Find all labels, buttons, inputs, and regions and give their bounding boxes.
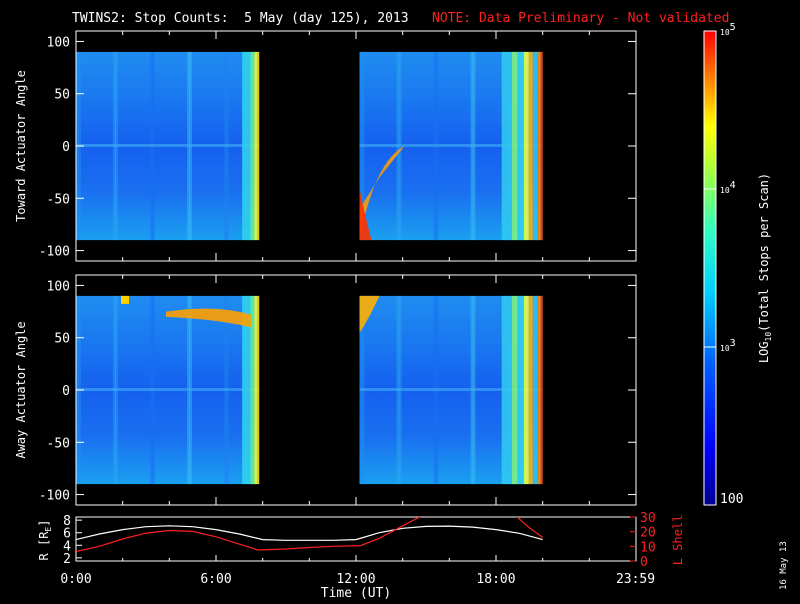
lshell-tick-label: 20 — [640, 526, 656, 541]
y-tick-label: -50 — [47, 192, 70, 207]
heatmap-trail-column — [501, 51, 512, 241]
bottom-y-axis: -100 -50 0 50 100 — [39, 275, 637, 505]
preliminary-note: NOTE: Data Preliminary - Not validated — [432, 11, 729, 26]
heatmap-block — [76, 51, 260, 241]
heatmap-trail-column — [257, 51, 260, 241]
heatmap-zero-band — [359, 144, 543, 147]
heatmap-trail-column — [511, 51, 518, 241]
heatmap-trail-column — [257, 295, 260, 485]
heatmap-trail-column — [540, 295, 543, 485]
y-tick-label: -100 — [39, 489, 70, 504]
heatmap-trail-column — [501, 295, 512, 485]
heatmap-zero-band — [76, 144, 260, 147]
colorbar-tick-label: 100 — [720, 492, 743, 507]
r-tick-label: 6 — [63, 527, 71, 542]
colorbar-tick-label: 103 — [720, 338, 736, 353]
lshell-tick-label: 0 — [640, 555, 648, 570]
lshell-series-line — [76, 517, 544, 553]
colorbar-label: LOG10(Total Stops per Scan) — [757, 173, 773, 363]
date-stamp: 16 May 13 — [779, 541, 789, 590]
y-tick-label: 50 — [54, 88, 70, 103]
heatmap-panel-top: -100 -50 0 50 100 Toward Actuator Angle — [14, 30, 637, 262]
time-tick-label: 6:00 — [200, 572, 231, 587]
time-tick-label: 0:00 — [60, 572, 91, 587]
heatmap-trail-column — [517, 51, 524, 241]
colorbar: 105 104 103 100 LOG10(Total Stops per Scan) — [703, 22, 773, 507]
r-axis-label: R [RE] — [37, 520, 53, 561]
lshell-tick-label: 30 — [640, 511, 656, 526]
heatmap-trail-column — [532, 51, 538, 241]
r-series-line — [76, 525, 543, 541]
r-tick-label: 4 — [63, 539, 71, 554]
heatmap-block — [359, 295, 543, 485]
heatmap-trail-column — [523, 51, 529, 241]
time-axis: 0:00 6:00 12:00 18:00 23:59 — [60, 555, 655, 587]
heatmap-hotspot-small — [121, 295, 129, 304]
top-y-axis: -100 -50 0 50 100 — [39, 31, 637, 261]
y-tick-label: -50 — [47, 436, 70, 451]
heatmap-trail-column — [242, 295, 251, 485]
top-y-axis-label: Toward Actuator Angle — [14, 70, 28, 222]
heatmap-trail-column — [254, 51, 258, 241]
time-tick-label: 18:00 — [476, 572, 515, 587]
heatmap-trail-column — [528, 51, 533, 241]
heatmap-trail-column — [517, 295, 524, 485]
heatmap-block — [359, 51, 543, 241]
heatmap-hotspot — [359, 295, 380, 333]
bottom-data-blocks — [76, 295, 543, 485]
r-tick-label: 8 — [63, 514, 71, 529]
heatmap-hotspot — [166, 308, 252, 328]
heatmap-trail-column — [250, 51, 255, 241]
heatmap-trail-column — [537, 51, 541, 241]
colorbar-gradient — [704, 31, 716, 505]
bottom-y-axis-label: Away Actuator Angle — [14, 321, 28, 458]
colorbar-tick-label: 105 — [720, 22, 736, 37]
r-tick-label: 2 — [63, 552, 71, 567]
figure-title: TWINS2: Stop Counts: 5 May (day 125), 20… — [72, 11, 409, 26]
heatmap-trail-column — [242, 51, 251, 241]
heatmap-panel-bottom: -100 -50 0 50 100 Away Actuator Angle — [14, 274, 637, 506]
heatmap-zero-band — [359, 388, 543, 391]
heatmap-trail-column — [511, 295, 518, 485]
time-tick-label: 12:00 — [336, 572, 375, 587]
heatmap-trail-column — [532, 295, 538, 485]
heatmap-zero-band — [76, 388, 260, 391]
heatmap-trail-column — [528, 295, 533, 485]
heatmap-block — [76, 295, 260, 485]
y-tick-label: 50 — [54, 332, 70, 347]
y-tick-label: 0 — [62, 384, 70, 399]
colorbar-tick-label: 104 — [720, 180, 736, 195]
y-tick-label: -100 — [39, 245, 70, 260]
heatmap-hotspot-core — [359, 187, 372, 241]
lshell-axis-label: L Shell — [671, 515, 685, 566]
y-tick-label: 0 — [62, 140, 70, 155]
heatmap-trail-column — [523, 295, 529, 485]
heatmap-trail-column — [540, 51, 543, 241]
heatmap-trail-column — [250, 295, 255, 485]
y-tick-label: 100 — [47, 35, 70, 50]
time-axis-label: Time (UT) — [321, 586, 391, 600]
heatmap-trail-column — [254, 295, 258, 485]
y-tick-label: 100 — [47, 279, 70, 294]
top-data-blocks — [76, 51, 543, 241]
heatmap-trail-column — [537, 295, 541, 485]
orbit-lines — [76, 517, 544, 553]
time-tick-label: 23:59 — [616, 572, 655, 587]
colorbar-ticks: 105 104 103 100 — [704, 22, 743, 507]
lshell-tick-label: 10 — [640, 540, 656, 555]
